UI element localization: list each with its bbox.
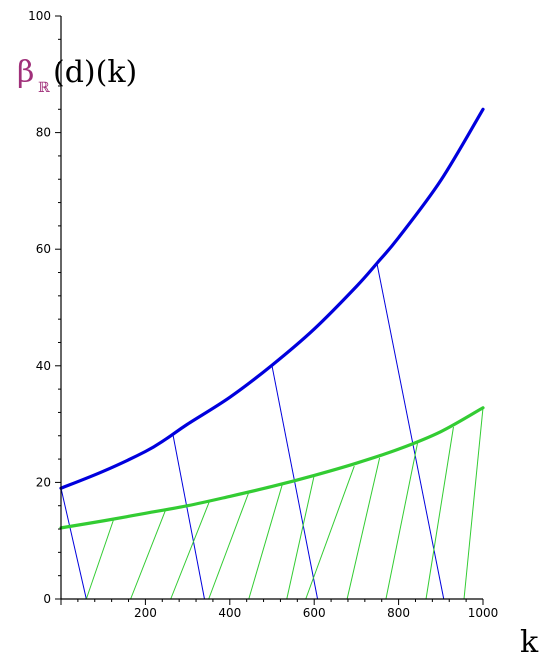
green-segment-14: [463, 407, 484, 600]
x-tick-label-200: 200: [134, 606, 157, 620]
green-segment-11: [346, 457, 381, 600]
blue-curve: [59, 107, 485, 490]
green-segment-10: [305, 465, 355, 600]
ticks-layer: 0 20 40 60 80 100 200 400 600 800 1000: [28, 9, 498, 620]
green-segment-4: [85, 518, 115, 600]
x-tick-label-400: 400: [218, 606, 241, 620]
y-axis-label-rest: (d)(k): [53, 55, 137, 90]
x-tick-label-800: 800: [387, 606, 410, 620]
axes-layer: [60, 16, 483, 600]
y-tick-label-40: 40: [36, 359, 51, 373]
y-axis-label-subscript: ℝ: [38, 80, 50, 96]
y-tick-label-60: 60: [36, 242, 51, 256]
green-segment-5: [130, 509, 167, 600]
green-segment-7: [208, 492, 250, 600]
blue-segment-0: [60, 488, 87, 600]
segments-layer: [60, 261, 484, 600]
curves-layer: [59, 107, 485, 530]
y-axis-label-beta: β: [17, 55, 34, 90]
blue-segment-3: [376, 261, 445, 600]
green-segment-12: [385, 442, 419, 600]
x-axis-label: k: [520, 625, 539, 659]
green-segment-9: [286, 475, 315, 600]
green-segment-6: [170, 500, 211, 600]
green-segment-13: [425, 426, 454, 600]
y-tick-label-0: 0: [43, 592, 51, 606]
y-tick-label-80: 80: [36, 126, 51, 140]
blue-segment-2: [271, 365, 319, 600]
y-tick-label-100: 100: [28, 9, 51, 23]
x-tick-label-600: 600: [303, 606, 326, 620]
x-tick-label-1000: 1000: [468, 606, 499, 620]
y-tick-label-20: 20: [36, 475, 51, 489]
blue-segment-1: [172, 433, 205, 600]
green-curve: [59, 406, 485, 530]
green-segment-8: [248, 483, 284, 600]
